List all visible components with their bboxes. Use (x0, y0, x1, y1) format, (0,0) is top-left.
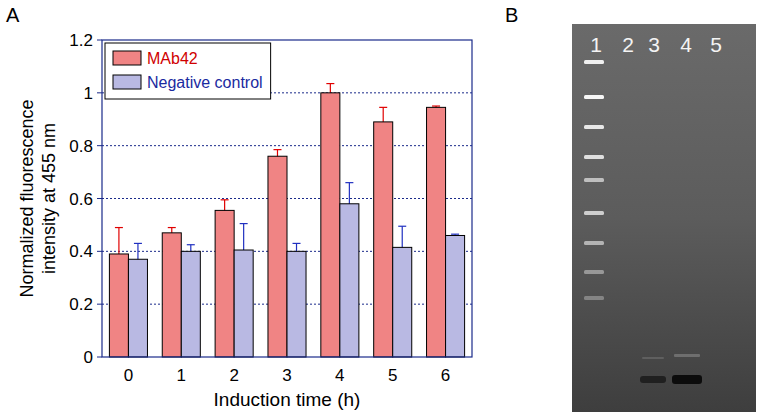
ladder-band (584, 178, 604, 182)
tick-label: 1 (177, 366, 186, 385)
bar (427, 107, 446, 357)
ladder-band (584, 241, 604, 245)
tick-label: 0.4 (69, 242, 93, 261)
error-cap (326, 83, 334, 84)
gel-band (642, 357, 664, 359)
bar (128, 259, 147, 357)
error-cap (398, 226, 406, 227)
axis-title: Normalized fluorescenceintensity at 455 … (17, 99, 59, 297)
axis-title: Induction time (h) (214, 389, 361, 410)
tick-label: 4 (335, 366, 344, 385)
tick-mark (97, 304, 102, 305)
bar (321, 93, 340, 357)
error-cap (187, 244, 195, 245)
lane-label: 2 (622, 33, 634, 56)
tick-label: 0 (124, 366, 133, 385)
legend-box (105, 43, 271, 99)
tick-label: 6 (441, 366, 450, 385)
error-cap (115, 227, 123, 228)
tick-label: 2 (229, 366, 238, 385)
error-cap (221, 199, 229, 200)
bar (162, 233, 181, 357)
tick-mark (97, 251, 102, 252)
lane-label: 3 (648, 33, 660, 56)
gel-band (672, 375, 702, 384)
bar (268, 156, 287, 357)
legend-swatch (113, 75, 141, 89)
gel-band (640, 376, 666, 383)
lane-label: 5 (710, 33, 722, 56)
error-cap (345, 182, 353, 183)
tick-mark (97, 92, 102, 93)
ladder-band (584, 125, 604, 129)
tick-label: 0.8 (69, 137, 93, 156)
ladder-band (584, 270, 604, 274)
error-cap (168, 227, 176, 228)
tick-mark (97, 40, 102, 41)
ladder-band (584, 211, 604, 215)
bar (374, 122, 393, 357)
legend: MAb42 Negative control (105, 43, 271, 99)
legend-label: MAb42 (147, 50, 198, 67)
error-cap (134, 243, 142, 244)
ladder-band (584, 155, 604, 159)
tick-label: 1.2 (69, 31, 93, 50)
tick-label: 5 (388, 366, 397, 385)
tick-mark (97, 357, 102, 358)
legend-label: Negative control (147, 74, 263, 91)
tick-label: 1 (84, 84, 93, 103)
error-cap (273, 149, 281, 150)
error-cap (293, 243, 301, 244)
gel (572, 24, 756, 412)
gel-band (674, 354, 700, 357)
tick-mark (97, 145, 102, 146)
error-cap (240, 223, 248, 224)
bar (393, 247, 412, 357)
legend-swatch (113, 51, 141, 65)
error-cap (451, 234, 459, 235)
bar (181, 251, 200, 357)
bar (287, 251, 306, 357)
tick-label: 3 (282, 366, 291, 385)
tick-mark (97, 198, 102, 199)
bar (446, 235, 465, 357)
lane-label: 1 (590, 33, 602, 56)
bar (340, 204, 359, 357)
ladder-band (584, 60, 604, 64)
grid-line (102, 145, 472, 146)
ladder-band (584, 296, 604, 300)
error-cap (379, 107, 387, 108)
tick-label: 0.6 (69, 190, 93, 209)
lane-label: 4 (680, 33, 692, 56)
ladder-band (584, 95, 604, 99)
bar (215, 210, 234, 357)
tick-label: 0.2 (69, 295, 93, 314)
error-cap (432, 105, 440, 106)
panel-letter: B (505, 4, 518, 26)
plot-frame (102, 40, 472, 357)
tick-label: 0 (84, 348, 93, 367)
panel-letter: A (6, 4, 20, 26)
bar (234, 250, 253, 357)
bar (109, 254, 128, 357)
